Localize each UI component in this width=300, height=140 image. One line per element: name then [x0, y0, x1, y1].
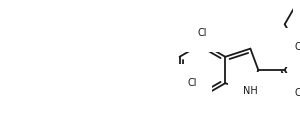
Text: O: O: [294, 42, 300, 52]
Text: O: O: [294, 88, 300, 98]
Text: Cl: Cl: [188, 78, 197, 88]
Text: Cl: Cl: [198, 28, 207, 38]
Text: NH: NH: [243, 86, 258, 96]
